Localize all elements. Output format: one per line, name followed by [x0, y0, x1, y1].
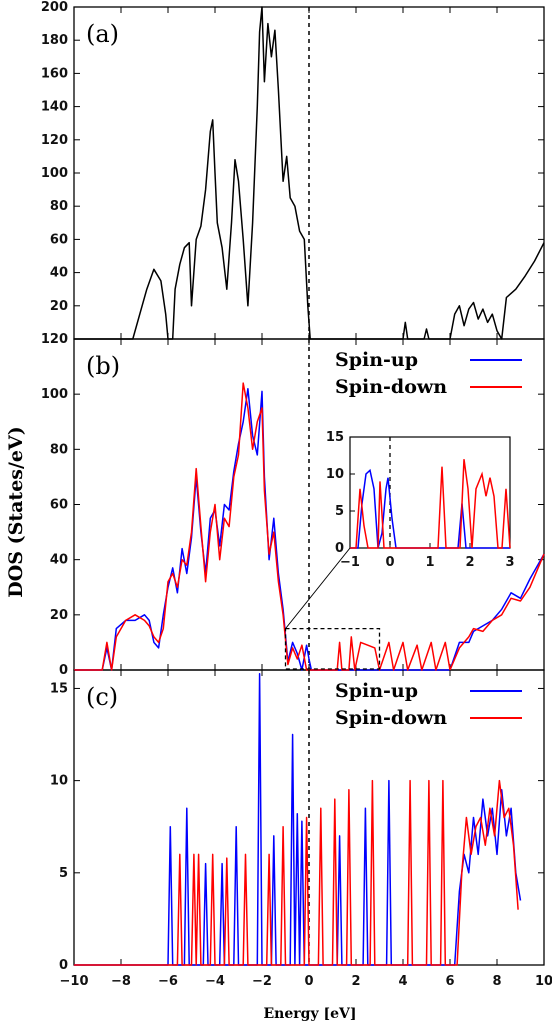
y-tick-label: 180: [41, 33, 68, 48]
legend-label: Spin-down: [335, 376, 447, 398]
y-tick-label: 20: [50, 299, 68, 314]
y-tick-label: 40: [50, 266, 68, 281]
x-tick-label: 8: [492, 974, 501, 989]
plot-layer: 12020406080100120140160180200(a)02040608…: [41, 0, 552, 989]
y-tick-label: 80: [50, 199, 68, 214]
inset-y-tick-label: 10: [326, 467, 344, 482]
y-axis-title: DOS (States/eV): [5, 426, 27, 597]
y-tick-label: 80: [50, 442, 68, 457]
legend-label: Spin-up: [335, 349, 418, 371]
y-tick-label: 15: [50, 681, 68, 696]
inset-y-tick-label: 0: [335, 541, 344, 556]
y-tick-label: 100: [41, 166, 68, 181]
panel-label: (a): [86, 20, 119, 48]
x-tick-label: −8: [111, 974, 131, 989]
inset-series-line-spin-up: [350, 468, 510, 549]
x-tick-label: −10: [60, 974, 89, 989]
x-tick-label: 2: [351, 974, 360, 989]
inset-x-tick-label: 0: [385, 555, 394, 570]
panel-label: (c): [86, 683, 118, 711]
y-tick-label: 120: [41, 133, 68, 148]
panel-a: 120 20 40 60 80 100 120 140 160 180 200 (a): [41, 0, 545, 347]
x-tick-label: 10: [535, 974, 552, 989]
x-tick-label: −2: [252, 974, 272, 989]
series-line-total: [74, 6, 545, 340]
y-tick-label: 60: [50, 498, 68, 513]
inset-y-tick-label: 15: [326, 430, 344, 445]
inset-x-tick-label: −1: [340, 555, 360, 570]
y-tick-label: 10: [50, 774, 68, 789]
inset-x-tick-label: 1: [425, 555, 434, 570]
x-tick-label: 4: [398, 974, 407, 989]
series-line-spin-down: [74, 779, 519, 966]
legend-label: Spin-down: [335, 707, 447, 729]
x-tick-label: 0: [304, 974, 313, 989]
inset-connector-line: [285, 547, 351, 629]
inset-zoom-box: [284, 627, 381, 670]
y-tick-label: 0: [59, 958, 68, 973]
y-tick-label: 140: [41, 100, 68, 115]
x-tick-label: −6: [158, 974, 178, 989]
y-tick-label: 20: [50, 608, 68, 623]
x-tick-label: 6: [445, 974, 454, 989]
x-tick-label: −4: [205, 974, 225, 989]
y-tick-label: 120: [41, 332, 68, 347]
y-tick-label: 5: [59, 866, 68, 881]
y-tick-label: 60: [50, 232, 68, 247]
y-tick-label: 160: [41, 66, 68, 81]
legend-label: Spin-up: [335, 680, 418, 702]
y-tick-label: 0: [59, 663, 68, 678]
panel-c: 0 5 10 15 −10 −8 −6 −4 −2 0 2 4 6 8 10 (c) Spin-up Spin-d…: [50, 670, 552, 989]
inset-x-tick-label: 2: [465, 555, 474, 570]
series-line-spin-up: [74, 672, 522, 966]
inset-x-tick-label: 3: [505, 555, 514, 570]
series-line-spin-down: [74, 382, 545, 671]
y-tick-label: 40: [50, 553, 68, 568]
series-line-spin-up: [74, 387, 545, 671]
y-tick-label: 200: [41, 0, 68, 15]
inset-series-line-spin-down: [350, 459, 511, 549]
y-tick-label: 100: [41, 387, 68, 402]
panel-label: (b): [86, 352, 120, 380]
inset-y-tick-label: 5: [335, 504, 344, 519]
x-axis-title: Energy [eV]: [264, 1006, 357, 1022]
